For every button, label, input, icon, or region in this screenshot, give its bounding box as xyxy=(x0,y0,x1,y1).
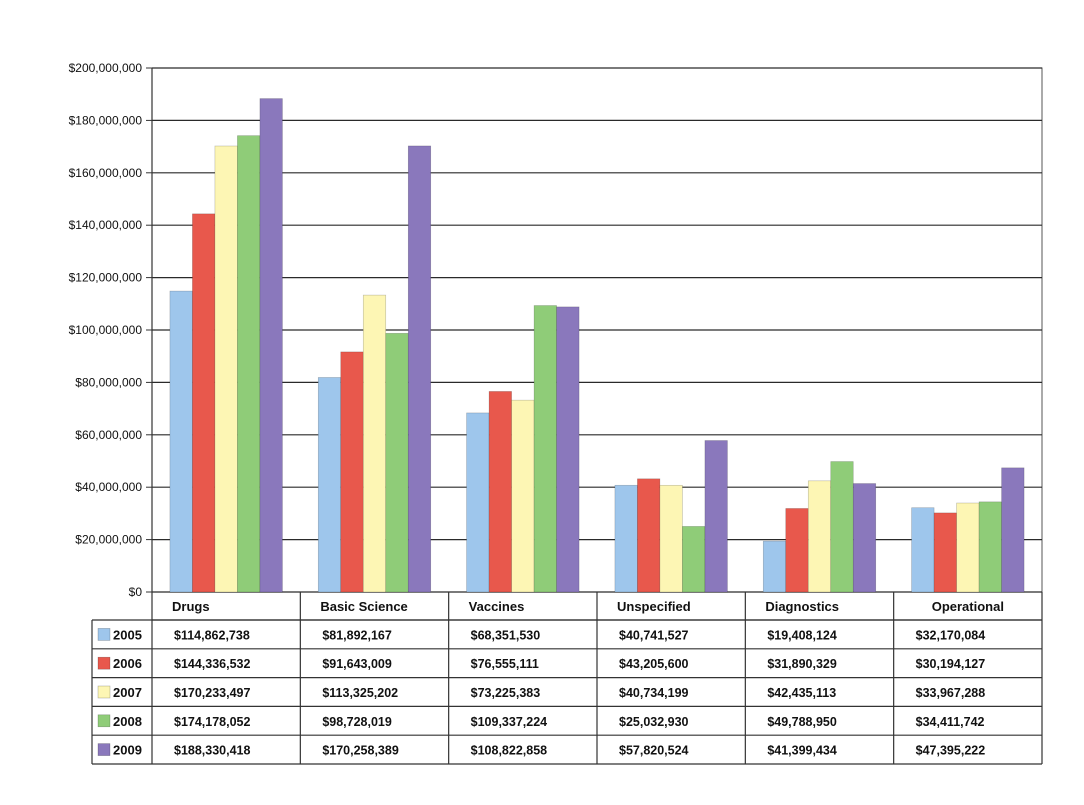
y-tick-label: $180,000,000 xyxy=(69,113,143,127)
table-cell-value: $47,395,222 xyxy=(916,744,986,758)
table-cell-value: $81,892,167 xyxy=(322,628,392,642)
category-label: Unspecified xyxy=(617,599,691,614)
table-cell-value: $40,734,199 xyxy=(619,686,689,700)
table-cell-value: $144,336,532 xyxy=(174,657,251,671)
table-cell-value: $57,820,524 xyxy=(619,744,689,758)
table-cell-value: $114,862,738 xyxy=(174,628,250,642)
table-cell-value: $174,178,052 xyxy=(174,715,251,729)
table-cell-value: $188,330,418 xyxy=(174,744,251,758)
bar-2007-diagnostics xyxy=(807,480,832,593)
table-cell-value: $19,408,124 xyxy=(767,628,837,642)
bar-2005-diagnostics xyxy=(762,540,787,593)
bar-2008-diagnostics xyxy=(830,461,854,593)
table-cell-value: $68,351,530 xyxy=(471,628,541,642)
legend-swatch-2008 xyxy=(97,714,111,728)
table-cell-value: $32,170,084 xyxy=(916,628,986,642)
table-cell-value: $41,399,434 xyxy=(767,744,837,758)
y-tick-label: $100,000,000 xyxy=(69,323,143,337)
bar-2006-operational xyxy=(933,512,957,593)
series-label: 2007 xyxy=(113,685,142,700)
y-tick-label: $120,000,000 xyxy=(69,271,143,285)
bars xyxy=(169,98,1025,593)
table-cell-value: $170,233,497 xyxy=(174,686,251,700)
bar-2007-drugs xyxy=(214,145,238,593)
table-cell-value: $113,325,202 xyxy=(322,686,398,700)
bar-2005-vaccines xyxy=(466,412,490,593)
bar-2009-operational xyxy=(1001,467,1025,593)
bar-2005-drugs xyxy=(169,290,193,593)
table-cell-value: $33,967,288 xyxy=(916,686,986,700)
legend-swatch-2006 xyxy=(97,656,111,670)
bar-2009-basic-science xyxy=(407,145,432,593)
y-tick-label: $40,000,000 xyxy=(75,480,142,494)
table-cell-value: $91,643,009 xyxy=(322,657,392,671)
bar-2008-operational xyxy=(978,501,1002,593)
y-tick-label: $140,000,000 xyxy=(69,218,143,232)
series-label: 2008 xyxy=(113,714,142,729)
bar-2007-unspecified xyxy=(659,484,683,593)
table-cell-value: $40,741,527 xyxy=(619,628,689,642)
bar-2006-basic-science xyxy=(340,351,364,593)
series-label: 2006 xyxy=(113,656,142,671)
bar-2009-vaccines xyxy=(556,306,580,593)
bar-2009-diagnostics xyxy=(852,483,877,593)
bar-2007-basic-science xyxy=(362,294,387,593)
category-label: Diagnostics xyxy=(765,599,839,614)
category-label: Vaccines xyxy=(469,599,525,614)
grid-lines xyxy=(151,67,1043,593)
table-cell-value: $73,225,383 xyxy=(471,686,541,700)
table-cell-value: $170,258,389 xyxy=(322,744,399,758)
y-tick-label: $60,000,000 xyxy=(75,428,142,442)
bar-2007-operational xyxy=(956,502,980,593)
category-label: Drugs xyxy=(172,599,210,614)
legend-swatch-2009 xyxy=(97,743,111,756)
table-cell-value: $109,337,224 xyxy=(471,715,548,729)
table-cell-value: $42,435,113 xyxy=(767,686,836,700)
bar-2009-unspecified xyxy=(704,440,728,593)
table-cell-value: $108,822,858 xyxy=(471,744,548,758)
bar-2006-vaccines xyxy=(488,391,512,593)
table-cell-value: $43,205,600 xyxy=(619,657,689,671)
bar-2008-unspecified xyxy=(682,526,706,593)
bar-2007-vaccines xyxy=(511,399,535,593)
axes: $0 $20,000,000 $40,000,000 $60,000,000 $80,0… xyxy=(69,61,153,599)
table-cell-value: $25,032,930 xyxy=(619,715,689,729)
data-table: Drugs Basic Science Vaccines Unspecified Dia… xyxy=(91,592,1043,765)
y-tick-label: $20,000,000 xyxy=(75,533,142,547)
legend-swatch-2007 xyxy=(97,685,111,699)
series-label: 2009 xyxy=(113,743,142,758)
category-label: Operational xyxy=(932,599,1004,614)
table-cell-value: $98,728,019 xyxy=(322,715,392,729)
y-tick-label: $0 xyxy=(129,585,143,599)
bar-2006-diagnostics xyxy=(785,508,809,593)
y-tick-label: $80,000,000 xyxy=(75,375,142,389)
table-cell-value: $30,194,127 xyxy=(916,657,986,671)
bar-2006-drugs xyxy=(192,213,216,593)
bar-2005-basic-science xyxy=(317,377,342,593)
category-label: Basic Science xyxy=(320,599,407,614)
bar-2008-basic-science xyxy=(385,333,409,593)
y-tick-label: $200,000,000 xyxy=(69,61,143,75)
bar-2008-drugs xyxy=(237,135,261,593)
table-cell-value: $31,890,329 xyxy=(767,657,837,671)
bar-2006-unspecified xyxy=(637,478,661,593)
table-cell-value: $34,411,742 xyxy=(916,715,985,729)
table-cell-value: $76,555,111 xyxy=(471,657,539,671)
bar-2005-unspecified xyxy=(614,484,638,593)
bar-2005-operational xyxy=(911,507,935,593)
legend-swatch-2005 xyxy=(97,628,111,641)
bar-2008-vaccines xyxy=(533,305,557,593)
y-tick-label: $160,000,000 xyxy=(69,166,143,180)
series-label: 2005 xyxy=(113,627,142,642)
bar-2009-drugs xyxy=(259,98,283,593)
table-cell-value: $49,788,950 xyxy=(767,715,837,729)
